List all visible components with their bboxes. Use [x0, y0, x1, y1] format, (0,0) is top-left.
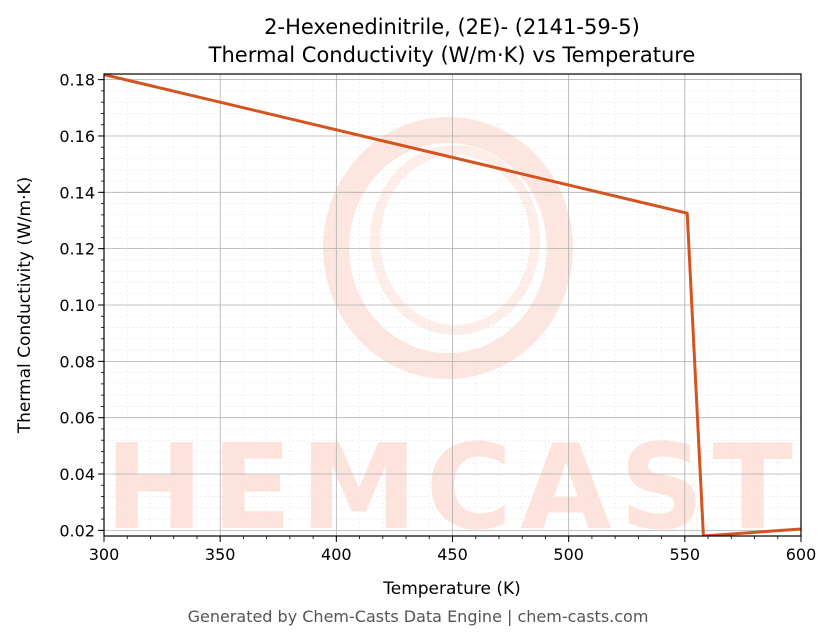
footer-credit: Generated by Chem-Casts Data Engine | ch…	[187, 607, 649, 626]
y-tick-label: 0.10	[59, 296, 95, 315]
y-tick-label: 0.14	[59, 183, 95, 202]
y-tick-label: 0.06	[59, 409, 95, 428]
x-tick-label: 500	[553, 545, 584, 564]
y-tick-label: 0.08	[59, 352, 95, 371]
x-axis-label: Temperature (K)	[382, 579, 521, 599]
chart-title-line1: 2-Hexenedinitrile, (2E)- (2141-59-5)	[264, 15, 640, 39]
x-tick-label: 300	[89, 545, 120, 564]
tick-labels: 300 350 400 450 500 550 600 0.02 0.04 0.06 0.08 0.1…	[59, 71, 816, 564]
series-layer	[104, 74, 801, 536]
y-axis-label: Thermal Conductivity (W/m·K)	[15, 177, 35, 435]
y-tick-label: 0.04	[59, 465, 95, 484]
y-tick-label: 0.12	[59, 240, 95, 259]
x-tick-label: 600	[786, 545, 817, 564]
axis-ticks	[98, 79, 802, 542]
chart-title-line2: Thermal Conductivity (W/m·K) vs Temperat…	[208, 43, 696, 67]
x-tick-label: 400	[321, 545, 352, 564]
y-tick-label: 0.02	[59, 521, 95, 540]
x-tick-label: 450	[437, 545, 468, 564]
x-tick-label: 550	[670, 545, 701, 564]
x-tick-label: 350	[205, 545, 236, 564]
y-tick-label: 0.18	[59, 71, 95, 90]
y-tick-label: 0.16	[59, 127, 95, 146]
series-line	[104, 74, 801, 536]
